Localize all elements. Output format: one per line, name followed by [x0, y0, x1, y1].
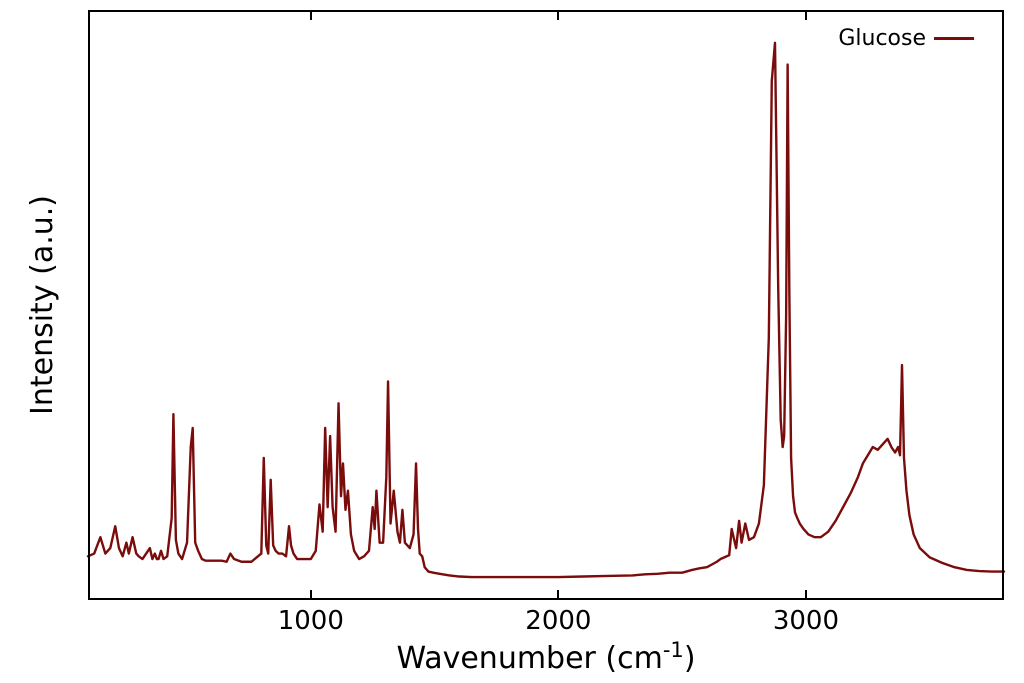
- legend: Glucose: [838, 26, 974, 51]
- spectrum-line: [88, 10, 1004, 600]
- x-tick-label: 2000: [525, 606, 591, 636]
- x-tick: [310, 590, 312, 600]
- legend-swatch: [934, 37, 974, 40]
- legend-label: Glucose: [838, 26, 926, 51]
- x-tick-label: 1000: [278, 606, 344, 636]
- x-tick: [557, 590, 559, 600]
- x-tick: [805, 10, 807, 20]
- figure: Glucose 1000 2000 3000 Wavenumber (cm-1) I…: [0, 0, 1024, 683]
- y-axis-label: Intensity (a.u.): [25, 195, 60, 415]
- plot-area: Glucose: [88, 10, 1004, 600]
- x-tick-label: 3000: [773, 606, 839, 636]
- x-tick: [557, 10, 559, 20]
- x-axis-label: Wavenumber (cm-1): [396, 638, 695, 676]
- x-tick: [805, 590, 807, 600]
- x-tick: [310, 10, 312, 20]
